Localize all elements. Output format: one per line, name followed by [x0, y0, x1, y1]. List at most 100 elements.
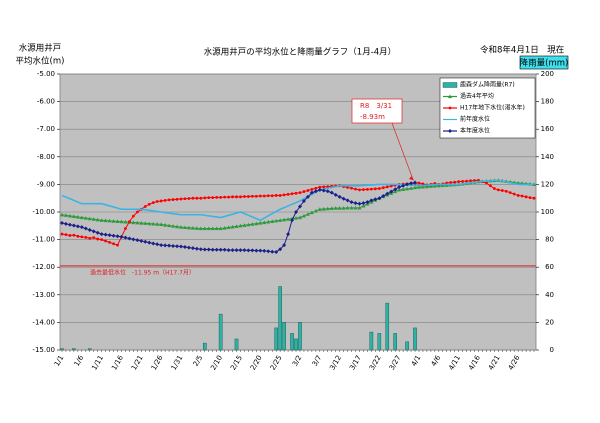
marker: [115, 219, 120, 223]
marker: [413, 185, 418, 190]
bar: [218, 313, 223, 351]
marker: [282, 193, 286, 197]
marker: [286, 217, 291, 221]
marker: [128, 220, 131, 224]
reference-label: 過去最低水位 -11.95 m（H17.7月）: [90, 268, 195, 276]
marker: [247, 195, 250, 198]
marker: [365, 200, 370, 205]
legend-swatch: [442, 82, 458, 88]
marker: [103, 232, 108, 237]
marker: [175, 244, 180, 249]
marker: [111, 233, 116, 238]
marker: [203, 196, 207, 200]
marker: [345, 198, 350, 203]
marker: [159, 199, 163, 203]
marker: [238, 223, 243, 228]
marker: [139, 221, 144, 225]
bar: [87, 348, 92, 351]
marker: [222, 247, 227, 252]
marker: [151, 221, 156, 226]
marker: [91, 229, 96, 234]
marker: [112, 242, 115, 246]
marker: [250, 222, 255, 226]
marker: [214, 226, 219, 231]
marker: [64, 233, 68, 237]
marker: [397, 187, 402, 192]
marker: [238, 248, 243, 253]
marker: [230, 224, 235, 229]
marker: [274, 194, 278, 197]
marker: [234, 248, 239, 253]
marker: [163, 222, 168, 227]
marker: [231, 195, 234, 199]
marker: [266, 249, 271, 254]
marker: [178, 225, 183, 229]
marker: [246, 222, 251, 227]
marker: [214, 247, 219, 252]
y2-tick-label: 180: [541, 98, 554, 106]
marker: [310, 187, 314, 191]
marker: [362, 188, 365, 192]
marker: [99, 218, 104, 222]
marker: [349, 205, 354, 210]
legend-label: H17年地下水位(渇水年): [460, 104, 525, 112]
marker: [282, 243, 287, 248]
marker: [92, 236, 96, 240]
marker: [234, 224, 239, 228]
marker: [230, 248, 235, 253]
marker: [119, 219, 124, 224]
marker: [227, 195, 230, 199]
marker: [183, 197, 187, 201]
marker: [270, 219, 275, 223]
marker: [143, 221, 148, 225]
marker: [95, 230, 100, 235]
marker: [453, 180, 457, 184]
marker: [301, 198, 306, 203]
marker: [266, 194, 270, 198]
bar: [369, 331, 374, 351]
marker: [250, 248, 255, 253]
marker: [488, 184, 492, 188]
bar: [393, 333, 397, 351]
marker: [63, 221, 68, 226]
marker: [202, 247, 207, 252]
marker: [179, 197, 183, 201]
legend-label: 本年度水位: [460, 127, 490, 135]
bar: [234, 338, 239, 351]
marker: [528, 196, 532, 200]
marker: [508, 191, 512, 195]
marker: [223, 195, 227, 199]
marker: [377, 187, 381, 190]
marker: [333, 192, 338, 197]
marker: [103, 218, 108, 223]
marker: [516, 194, 520, 197]
marker: [294, 191, 298, 195]
y-axis-title: 平均水位(m): [16, 56, 65, 67]
marker: [417, 181, 421, 185]
marker: [532, 196, 536, 200]
marker: [115, 234, 120, 239]
marker: [385, 185, 389, 189]
bar: [290, 333, 294, 351]
marker: [123, 235, 128, 240]
marker: [353, 201, 358, 206]
marker: [116, 243, 119, 247]
marker: [155, 200, 159, 203]
annotation-box: [351, 98, 403, 124]
marker: [83, 216, 88, 220]
marker: [325, 189, 330, 194]
marker: [345, 205, 350, 210]
marker: [266, 219, 271, 224]
bar: [294, 338, 298, 351]
annotation-arrow: [391, 122, 414, 180]
marker: [222, 226, 227, 230]
marker: [195, 196, 199, 200]
bar: [282, 322, 286, 351]
marker: [282, 217, 287, 222]
marker: [107, 233, 112, 238]
marker: [186, 225, 191, 230]
marker: [91, 217, 96, 221]
marker: [346, 186, 349, 189]
chart-title: 水源用井戸の平均水位と降雨量グラフ（1月-4月）: [204, 47, 396, 58]
y-tick-label: -11.00: [32, 236, 55, 244]
